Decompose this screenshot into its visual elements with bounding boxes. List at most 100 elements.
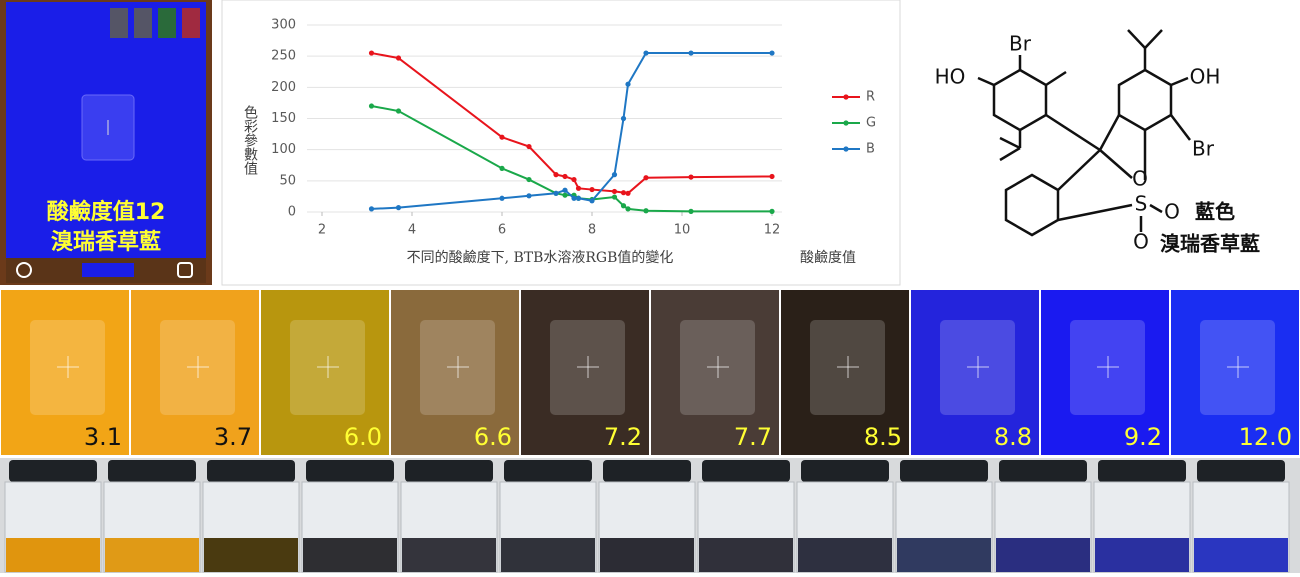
- compound-name: 溴瑞香草藍: [1160, 232, 1260, 256]
- panel-label: 7.7: [734, 423, 772, 451]
- atom-label: O: [1132, 167, 1148, 191]
- chart-frame: [221, 0, 901, 286]
- data-point: [625, 190, 631, 196]
- x-caption: 不同的酸鹼度下, BTB水溶液RGB值的變化: [407, 249, 674, 266]
- color-panel: [1171, 290, 1299, 455]
- x-tick-label: 10: [674, 223, 691, 238]
- phone-slider[interactable]: [82, 263, 134, 277]
- legend-label: R: [866, 90, 875, 105]
- data-point: [575, 185, 582, 191]
- color-panel: [781, 290, 909, 455]
- data-point: [395, 205, 402, 211]
- data-point: [620, 190, 627, 196]
- y-tick-label: 0: [288, 205, 296, 220]
- bottle-cap: [801, 460, 889, 482]
- data-point: [611, 172, 618, 178]
- atom-label: Br: [1009, 32, 1032, 56]
- panel-label: 8.5: [864, 423, 902, 451]
- data-point: [769, 50, 775, 56]
- data-point: [368, 206, 375, 212]
- phone-icon: [182, 8, 200, 38]
- data-point: [562, 192, 568, 198]
- phone-button[interactable]: [16, 262, 32, 278]
- bottle-liquid: [1194, 538, 1288, 572]
- y-tick-label: 100: [271, 142, 296, 157]
- data-point: [368, 103, 375, 109]
- data-point: [625, 206, 631, 212]
- y-tick-label: 50: [279, 173, 296, 188]
- color-panel: [261, 290, 389, 455]
- data-point: [643, 208, 649, 214]
- bottle-liquid: [402, 538, 496, 572]
- data-point: [553, 190, 559, 196]
- data-point: [620, 115, 627, 122]
- x-tick-label: 6: [498, 223, 506, 238]
- data-point: [562, 187, 568, 193]
- legend-label: B: [866, 142, 875, 157]
- data-point: [688, 174, 694, 180]
- data-point: [769, 173, 775, 180]
- color-panel: [911, 290, 1039, 455]
- bottle-liquid: [1095, 538, 1189, 572]
- bottle-cap: [108, 460, 196, 482]
- bottle-cap: [1197, 460, 1285, 482]
- bottle-liquid: [897, 538, 991, 572]
- data-point: [589, 198, 595, 204]
- panel-label: 6.6: [474, 423, 512, 451]
- bottle-liquid: [303, 538, 397, 572]
- bottle-cap: [702, 460, 790, 482]
- color-panel: [391, 290, 519, 455]
- data-point: [620, 203, 627, 209]
- x-tick-label: 2: [318, 223, 326, 238]
- panel-label: 12.0: [1239, 423, 1292, 451]
- data-point: [499, 134, 505, 140]
- atom-label: O: [1164, 200, 1180, 224]
- bottle-cap: [9, 460, 97, 482]
- phone-icon: [110, 8, 128, 38]
- phone-button[interactable]: [177, 262, 193, 278]
- bottle-row: [4, 460, 1290, 573]
- phone-ph-label: 酸鹼度值12: [47, 199, 166, 225]
- bottle-cap: [1098, 460, 1186, 482]
- bottle-cap: [207, 460, 295, 482]
- x-tick-label: 12: [764, 223, 781, 238]
- phone-icon: [158, 8, 176, 38]
- data-point: [395, 108, 402, 114]
- data-point: [395, 55, 402, 61]
- panel-label: 9.2: [1124, 423, 1162, 451]
- bottle-cap: [900, 460, 988, 482]
- panel-label: 8.8: [994, 423, 1032, 451]
- data-point: [526, 176, 532, 183]
- legend-label: G: [866, 116, 876, 131]
- color-panel: [651, 290, 779, 455]
- bottle-liquid: [699, 538, 793, 572]
- atom-label: S: [1135, 192, 1148, 216]
- data-point: [769, 208, 775, 214]
- phone-icon: [134, 8, 152, 38]
- bottle-liquid: [6, 538, 100, 572]
- phone-name: 溴瑞香草藍: [51, 229, 161, 255]
- data-point: [643, 175, 649, 181]
- bottle-cap: [306, 460, 394, 482]
- x-axis-label: 酸鹼度值: [800, 249, 856, 266]
- bottle-cap: [504, 460, 592, 482]
- structure-drawing: [977, 29, 1191, 237]
- data-point: [611, 188, 618, 195]
- bottle-liquid: [996, 538, 1090, 572]
- color-panel: [131, 290, 259, 455]
- data-point: [575, 195, 582, 201]
- data-point: [611, 194, 618, 200]
- y-axis-label: 色彩參數值: [242, 104, 258, 175]
- color-label: 藍色: [1195, 200, 1235, 224]
- color-panel: [521, 290, 649, 455]
- legend-swatch: [843, 146, 849, 152]
- x-tick-label: 4: [408, 223, 416, 238]
- panel-label: 6.0: [344, 423, 382, 451]
- bottle-cap: [603, 460, 691, 482]
- atom-label: Br: [1192, 137, 1215, 161]
- data-point: [589, 186, 595, 193]
- y-tick-label: 250: [271, 49, 296, 64]
- data-point: [526, 193, 532, 199]
- atom-label: OH: [1190, 65, 1221, 89]
